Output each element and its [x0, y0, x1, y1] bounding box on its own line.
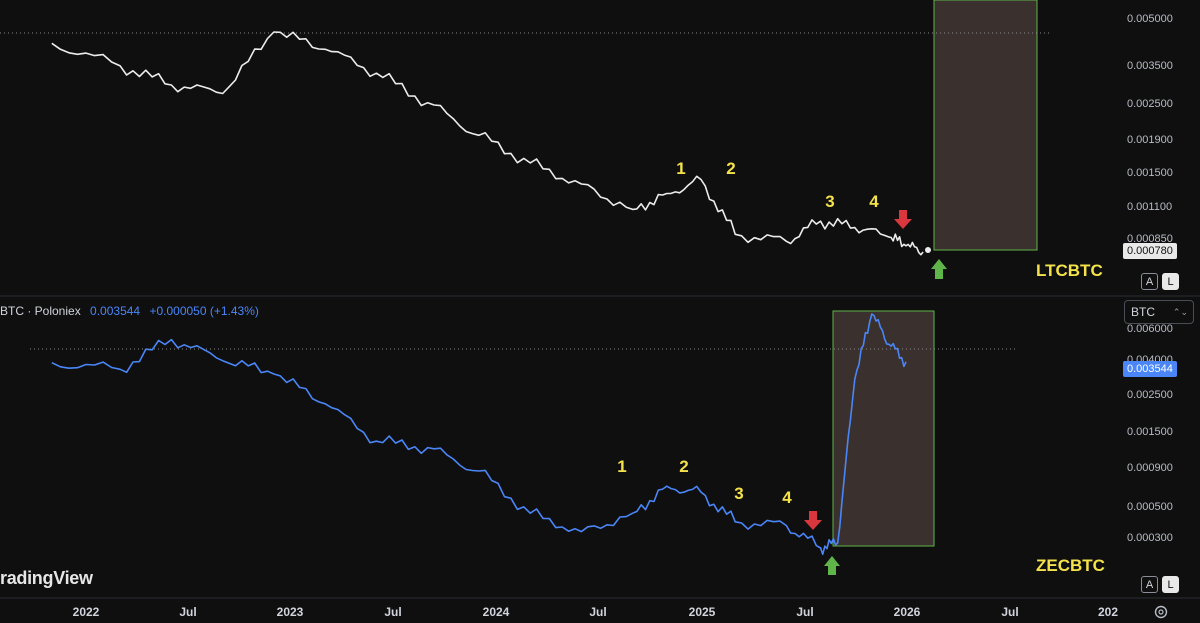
zec-price-tick: 0.000500	[1127, 501, 1173, 513]
ltc-price-line	[51, 31, 924, 256]
ltc-price-tick: 0.005000	[1127, 13, 1173, 25]
zec-price-tick: 0.000900	[1127, 462, 1173, 474]
zec-price-tick: 0.001500	[1127, 426, 1173, 438]
zec-price-tick: 0.000300	[1127, 532, 1173, 544]
zec-green-up-arrow-icon	[824, 556, 840, 575]
ltc-price-tick: 0.000850	[1127, 233, 1173, 245]
time-axis-tick: Jul	[179, 605, 196, 619]
ltc-log-scale-button[interactable]: L	[1162, 273, 1179, 290]
zec-legend: BTC · Poloniex 0.003544 +0.000050 (+1.43…	[0, 304, 259, 318]
zec-symbol-label: ZECBTC	[1036, 556, 1105, 575]
zec-highlight-zone	[832, 310, 935, 547]
time-axis-tick: Jul	[589, 605, 606, 619]
time-axis-tick: Jul	[384, 605, 401, 619]
ltc-highlight-zone	[933, 0, 1038, 251]
ltc-price-tick: 0.002500	[1127, 98, 1173, 110]
time-axis-tick: Jul	[796, 605, 813, 619]
zec-legend-name: BTC · Poloniex	[0, 304, 81, 318]
ltc-price-tick: 0.001500	[1127, 167, 1173, 179]
zec-last-price-badge: 0.003544	[1123, 361, 1177, 377]
ltc-price-tick: 0.001900	[1127, 134, 1173, 146]
ltc-red-down-arrow-icon	[894, 210, 912, 229]
ltc-last-point	[925, 247, 931, 253]
time-axis-tick: 202	[1098, 605, 1118, 619]
ltc-annotation-2: 2	[726, 159, 735, 178]
zec-legend-price: 0.003544	[90, 304, 141, 318]
zec-price-tick: 0.002500	[1127, 389, 1173, 401]
time-axis-tick: Jul	[1001, 605, 1018, 619]
time-axis-tick: 2025	[689, 605, 716, 619]
ltc-auto-scale-button[interactable]: A	[1141, 273, 1158, 290]
time-axis-tick: 2023	[277, 605, 304, 619]
zec-log-scale-button[interactable]: L	[1162, 576, 1179, 593]
time-axis-tick: 2026	[894, 605, 921, 619]
zec-price-tick: 0.006000	[1127, 323, 1173, 335]
zec-auto-scale-button[interactable]: A	[1141, 576, 1158, 593]
ltc-green-up-arrow-icon	[931, 259, 947, 279]
ltc-annotation-1: 1	[676, 159, 685, 178]
zec-price-line	[51, 313, 907, 556]
ltc-annotation-4: 4	[869, 192, 879, 211]
time-axis-tick: 2022	[73, 605, 100, 619]
ltc-symbol-label: LTCBTC	[1036, 261, 1103, 280]
ltc-last-price-badge: 0.000780	[1123, 243, 1177, 259]
tradingview-watermark: radingView	[0, 568, 93, 588]
currency-select-value: BTC	[1131, 305, 1155, 319]
ltc-price-tick: 0.001100	[1127, 201, 1172, 213]
currency-select[interactable]: BTC ⌃⌄	[1124, 300, 1194, 324]
gear-icon[interactable]	[1154, 605, 1168, 619]
zec-annotation-3: 3	[734, 484, 743, 503]
zec-red-down-arrow-icon	[804, 511, 822, 530]
zec-annotation-4: 4	[782, 488, 792, 507]
time-axis-tick: 2024	[483, 605, 510, 619]
zec-annotation-1: 1	[617, 457, 626, 476]
ltc-price-tick: 0.003500	[1127, 60, 1173, 72]
ltc-annotation-3: 3	[825, 192, 834, 211]
zec-annotation-2: 2	[679, 457, 688, 476]
chevron-updown-icon: ⌃⌄	[1172, 307, 1188, 317]
zec-legend-change: +0.000050 (+1.43%)	[149, 304, 259, 318]
